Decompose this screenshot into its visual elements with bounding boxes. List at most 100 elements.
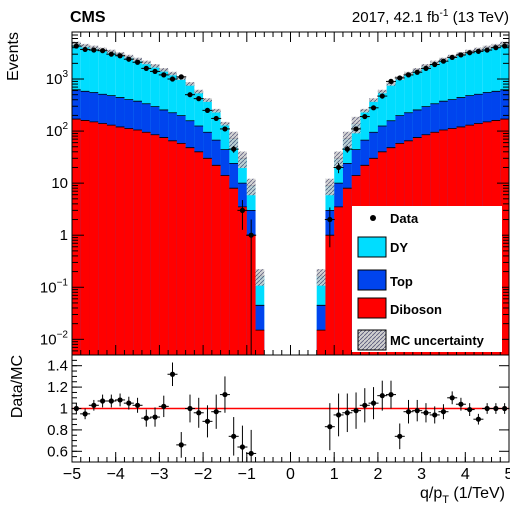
bar-diboson	[124, 128, 134, 355]
ratio-point	[493, 405, 499, 412]
data-point	[196, 96, 202, 102]
x-tick-label: −2	[194, 466, 212, 483]
legend-data-label: Data	[390, 211, 419, 226]
ratio-point	[484, 405, 490, 412]
ratio-point	[353, 408, 359, 414]
y-tick-base: 10	[40, 331, 57, 348]
data-point	[108, 51, 114, 57]
ratio-point	[222, 391, 228, 398]
ratio-point	[204, 418, 211, 424]
data-point	[152, 68, 158, 75]
data-point	[397, 75, 403, 81]
bar-diboson	[106, 125, 116, 355]
mc-uncertainty-band	[229, 131, 239, 149]
y-tick-base: 1	[60, 227, 68, 244]
data-point	[432, 61, 438, 68]
y-tick-exponent: 3	[62, 69, 68, 80]
mc-uncertainty-band	[369, 98, 378, 102]
ratio-axes: 1.4 1.2 1 0.8 0.6 −5 −4 −3 −2 −1 0 1 2 3 4 5	[47, 358, 510, 483]
lumi-energy: (13 TeV)	[448, 9, 509, 26]
x-tick-label: 1	[330, 466, 339, 483]
mc-uncertainty-band	[211, 108, 221, 113]
bar-diboson	[176, 143, 186, 355]
mc-uncertainty-band	[377, 89, 387, 94]
data-point	[467, 50, 473, 56]
data-point	[126, 56, 132, 62]
bar-diboson	[159, 137, 169, 355]
mc-uncertainty-band	[133, 57, 142, 62]
data-point	[117, 53, 123, 59]
legend-entry-diboson: Diboson	[357, 297, 442, 319]
ratio-point	[344, 410, 350, 416]
ratio-panel: 1.4 1.2 1 0.8 0.6 −5 −4 −3 −2 −1 0 1 2 3 4 5 Data/MC q/…	[9, 354, 510, 506]
x-tick-label: 0	[286, 466, 295, 483]
ratio-y-tick-label: 0.8	[47, 422, 68, 439]
bar-diboson	[220, 175, 230, 355]
y-tick-exponent: −2	[57, 329, 69, 340]
ratio-point	[414, 408, 420, 414]
bar-diboson	[342, 188, 352, 355]
y-tick-label: 103	[46, 69, 69, 88]
ratio-point	[327, 424, 333, 430]
mc-uncertainty-band	[106, 49, 116, 54]
data-point	[440, 58, 447, 64]
bar-diboson	[141, 132, 151, 355]
ratio-point	[82, 411, 88, 417]
bar-diboson	[89, 121, 99, 355]
bar-diboson	[133, 129, 142, 355]
mc-uncertainty-band	[246, 178, 256, 196]
x-tick-label: −5	[63, 466, 81, 483]
data-point	[370, 105, 377, 111]
mc-uncertainty-band	[351, 116, 361, 134]
lumi-text: 2017, 42.1 fb	[352, 9, 440, 26]
mc-uncertainty-band	[342, 131, 352, 149]
legend-entry-dy: DY	[357, 236, 408, 258]
x-tick-label: 3	[417, 466, 426, 483]
y-tick-base: 10	[40, 279, 57, 296]
ratio-point	[178, 442, 184, 448]
mc-uncertainty-band	[325, 178, 335, 196]
data-point	[327, 216, 333, 223]
legend-entry-mc-uncertainty: MC uncertainty	[357, 329, 485, 351]
ratio-point	[248, 450, 254, 457]
experiment-label: CMS	[70, 9, 106, 26]
legend-top-label: Top	[390, 274, 413, 289]
y-tick-base: 10	[46, 123, 63, 140]
ratio-point	[117, 397, 123, 403]
x-tick-label: 4	[461, 466, 470, 483]
legend-dy-label: DY	[390, 240, 408, 255]
bar-diboson	[325, 235, 335, 355]
bar-diboson	[185, 147, 195, 355]
data-point	[134, 59, 141, 65]
bar-diboson	[115, 126, 125, 355]
x-axis-label-sub: T	[442, 494, 449, 506]
legend-uncertainty-label: MC uncertainty	[390, 333, 485, 348]
x-tick-label: −4	[107, 466, 125, 483]
x-tick-label: 5	[505, 466, 510, 483]
ratio-axis-label: Data/MC	[9, 355, 26, 418]
luminosity-label: 2017, 42.1 fb-1 (13 TeV)	[352, 8, 509, 26]
mc-uncertainty-band	[124, 54, 134, 59]
bar-diboson	[500, 119, 509, 356]
ratio-point	[379, 393, 385, 399]
bar-diboson	[98, 123, 107, 355]
mc-uncertainty-band	[80, 43, 90, 48]
ratio-y-tick-label: 1.4	[47, 358, 68, 375]
data-point	[475, 48, 482, 54]
ratio-point	[213, 409, 219, 415]
data-point	[169, 76, 176, 82]
ratio-point	[169, 371, 176, 377]
ratio-point	[239, 444, 246, 450]
bar-diboson	[238, 206, 247, 355]
ratio-point	[335, 412, 342, 418]
x-tick-label: −3	[150, 466, 168, 483]
lumi-superscript: -1	[440, 8, 449, 19]
data-point	[213, 115, 219, 122]
x-axis-label-unit: (1/TeV)	[449, 485, 505, 502]
data-point	[484, 47, 490, 53]
ratio-point	[449, 395, 455, 401]
bar-diboson	[80, 120, 90, 355]
ratio-y-tick-label: 1.2	[47, 379, 68, 396]
mc-uncertainty-band	[141, 60, 151, 65]
mc-uncertainty-band	[334, 151, 343, 169]
